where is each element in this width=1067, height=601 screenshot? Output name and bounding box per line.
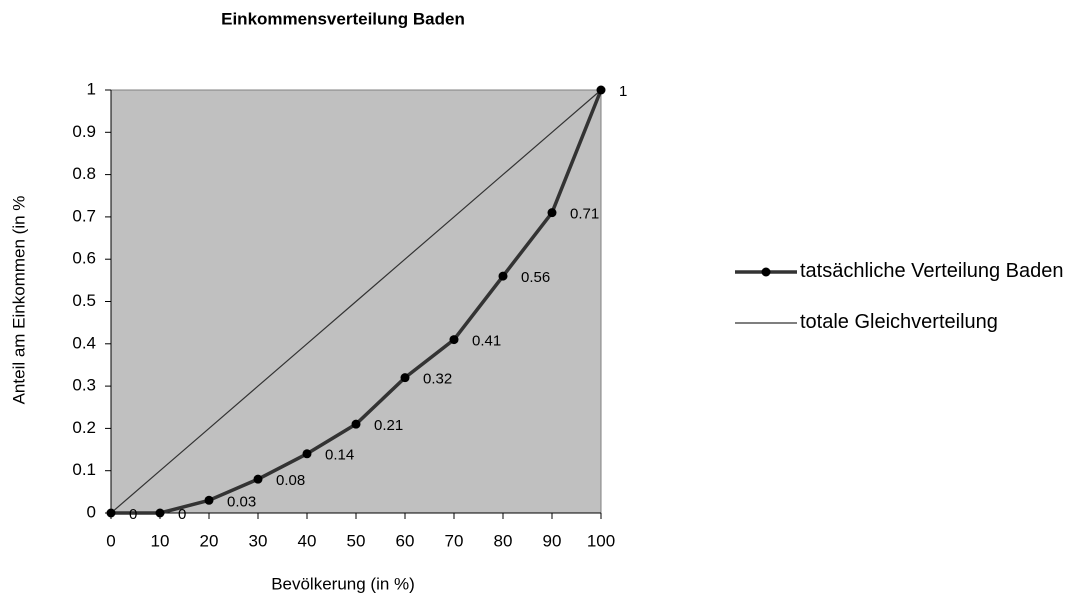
legend-item: tatsächliche Verteilung Baden — [735, 256, 1065, 287]
data-label: 0.71 — [570, 206, 599, 223]
x-tick-label: 20 — [200, 531, 219, 550]
x-axis-title: Bevölkerung (in %) — [271, 574, 415, 593]
series-line — [110, 89, 602, 514]
y-tick-label: 0.9 — [72, 122, 96, 141]
y-tick-label: 0.5 — [72, 291, 96, 310]
data-point — [155, 508, 165, 518]
x-tick-label: 10 — [151, 531, 170, 550]
data-point — [596, 85, 606, 95]
legend-label: totale Gleichverteilung — [800, 311, 998, 333]
legend-marker — [761, 267, 771, 277]
data-point — [351, 419, 361, 429]
y-tick-label: 0.4 — [72, 333, 96, 352]
x-tick-label: 40 — [298, 531, 317, 550]
y-axis-title: Anteil am Einkommen (in % — [9, 196, 28, 405]
legend: tatsächliche Verteilung Baden totale Glei… — [735, 256, 1065, 358]
data-point — [400, 373, 410, 383]
data-point — [204, 495, 214, 505]
data-point — [106, 508, 116, 518]
data-label: 0 — [178, 506, 186, 523]
legend-label: tatsächliche Verteilung Baden — [800, 260, 1064, 282]
y-tick-label: 0.1 — [72, 460, 96, 479]
x-tick-label: 0 — [106, 531, 115, 550]
data-label: 0.03 — [227, 493, 256, 510]
data-point — [498, 271, 508, 281]
x-tick-label: 30 — [249, 531, 268, 550]
x-tick-label: 80 — [494, 531, 513, 550]
data-point — [302, 449, 312, 459]
y-tick-label: 0.8 — [72, 164, 96, 183]
x-tick-label: 100 — [587, 531, 615, 550]
data-label: 0.41 — [472, 333, 501, 350]
chart-title: Einkommensverteilung Baden — [221, 9, 465, 28]
y-tick-label: 0 — [87, 502, 96, 521]
data-label: 1 — [619, 83, 627, 100]
legend-key — [735, 322, 797, 324]
data-point — [449, 335, 459, 345]
x-tick-label: 90 — [543, 531, 562, 550]
data-label: 0.56 — [521, 269, 550, 286]
data-label: 0.08 — [276, 472, 305, 489]
y-tick-label: 0.3 — [72, 376, 96, 395]
y-tick-label: 0.6 — [72, 249, 96, 268]
data-label: 0.14 — [325, 447, 354, 464]
data-label: 0.32 — [423, 371, 452, 388]
legend-item: totale Gleichverteilung — [735, 307, 1065, 338]
x-tick-label: 60 — [396, 531, 415, 550]
legend-key — [735, 267, 797, 277]
y-tick-label: 0.7 — [72, 206, 96, 225]
y-tick-label: 0.2 — [72, 418, 96, 437]
data-label: 0.21 — [374, 417, 403, 434]
y-tick-label: 1 — [87, 79, 96, 98]
x-tick-label: 70 — [445, 531, 464, 550]
data-point — [253, 474, 263, 484]
data-point — [547, 208, 557, 218]
x-tick-label: 50 — [347, 531, 366, 550]
data-label: 0 — [129, 506, 137, 523]
